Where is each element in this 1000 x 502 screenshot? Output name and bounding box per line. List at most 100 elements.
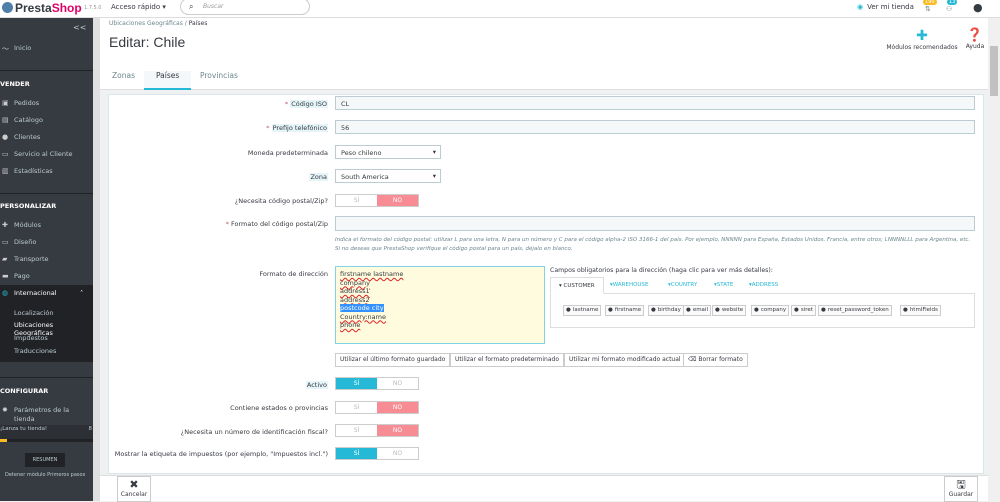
card-icon: ▬ [2,272,9,280]
field-button[interactable]: company [751,305,790,316]
field-tab-address[interactable]: ▾ADDRESS [749,282,779,288]
orders-badge: 190 [923,0,937,5]
tax-label-switch[interactable]: SÍ NO [335,447,419,460]
field-button[interactable]: htmlFields [900,305,941,316]
address-format-label: Formato de dirección [259,270,328,278]
view-store-link[interactable]: ◉ Ver mi tienda [857,3,914,11]
sidebar-item-shipping[interactable]: ▰ Transporte [2,255,49,263]
field-tab-customer[interactable]: ▾ CUSTOMER [550,277,604,294]
address-format-textarea[interactable]: firstname lastname company address1 addr… [335,266,545,344]
sidebar-item-service[interactable]: ▭ Servicio al Cliente [2,150,73,158]
sidebar-item-catalog[interactable]: ▤ Catálogo [2,116,43,124]
sub-item-localization[interactable]: Localización [14,309,54,317]
launch-progress-label: ¡Lanza tu tienda! 8 [0,425,93,439]
sidebar-item-home[interactable]: 〜 Inicio [2,44,32,53]
puzzle-icon: ✚ [916,28,928,44]
chart-icon: ▥ [2,167,9,175]
field-button[interactable]: reset_password_token [818,305,892,316]
form-footer: ✖ Cancelar 🖫 Guardar [100,475,988,502]
tax-label-label: Mostrar la etiqueta de impuestos (por ej… [114,450,328,458]
field-button[interactable]: siret [791,305,816,316]
search-input[interactable]: ⌕ Buscar [180,0,310,15]
stop-onboarding-link[interactable]: Detener módulo Primeros pasos [5,472,86,478]
chevron-up-icon: ˄ [80,289,84,297]
field-button[interactable]: birthday [648,305,684,316]
puzzle-icon: ✚ [2,221,8,229]
sidebar-item-international[interactable]: ◍ Internacional ˄ [2,289,84,297]
phone-prefix-input[interactable]: 56 [335,120,975,134]
eraser-icon: ⌫ [688,356,699,363]
help-button[interactable]: ❓ Ayuda [962,28,988,50]
required-fields-title: Campos obligatorios para la dirección (h… [550,267,773,274]
cart-icon: ▣ [2,99,9,107]
quick-access-dropdown[interactable]: Acceso rápido ▾ [111,3,166,11]
tax-id-label: ¿Necesita un número de identificación fi… [180,428,328,436]
need-zip-label: ¿Necesita código postal/Zip? [234,197,328,205]
zone-select[interactable]: South America [335,169,441,183]
collapse-icon[interactable]: << [73,23,87,32]
customers-badge: 13 [947,0,958,5]
tax-id-switch[interactable]: SÍ NO [335,424,419,437]
sub-item-taxes[interactable]: Impuestos [14,334,48,342]
desktop-icon: ▭ [2,238,9,246]
active-switch[interactable]: SÍ NO [335,377,419,390]
sidebar-item-stats[interactable]: ▥ Estadísticas [2,167,53,175]
sidebar-item-customers[interactable]: ● Clientes [2,133,41,141]
tab-states[interactable]: Provincias [200,71,238,80]
sidebar-item-modules[interactable]: ✚ Módulos [2,221,41,229]
section-customize: PERSONALIZAR [0,202,57,210]
page-title: Editar: Chile [109,34,186,50]
user-icon[interactable]: ● [973,1,983,14]
search-icon: ⌕ [189,2,194,11]
prefix-label: * Prefijo telefónico [266,124,328,132]
currency-label: Moneda predeterminada [247,149,328,157]
zip-format-input[interactable] [335,216,975,231]
orders-icon[interactable]: ⇅ [925,5,931,13]
sidebar-item-orders[interactable]: ▣ Pedidos [2,99,40,107]
customers-icon[interactable]: ⚇ [946,5,953,13]
field-tab-country[interactable]: ▾COUNTRY [668,282,698,288]
recommended-modules-button[interactable]: ✚ Módulos recomendados [884,28,960,51]
cancel-button[interactable]: ✖ Cancelar [117,476,151,502]
tab-zones[interactable]: Zonas [112,71,135,80]
truck-icon: ▰ [2,255,8,263]
save-button[interactable]: 🖫 Guardar [944,476,978,502]
field-button[interactable]: website [712,305,747,316]
field-button[interactable]: email [683,305,711,316]
save-icon: 🖫 [956,478,966,491]
prestashop-logo[interactable]: PrestaShop [2,1,82,15]
page-scrollbar[interactable] [988,18,1000,501]
top-bar: PrestaShop 1.7.5.0 Acceso rápido ▾ ⌕ Busc… [0,0,1000,18]
sidebar-scrollbar[interactable] [93,18,100,501]
sidebar-item-design[interactable]: ▭ Diseño [2,238,37,246]
clear-format-button[interactable]: ⌫ Borrar formato [683,353,748,367]
zone-label: Zona [309,173,328,181]
chat-icon: ▭ [2,150,9,158]
version: 1.7.5.0 [84,5,102,11]
field-button[interactable]: firstname [605,305,645,316]
trend-icon: 〜 [2,45,9,53]
sidebar-item-shop-params[interactable]: ✹ Parámetros de la tienda [2,406,70,423]
user-icon: ● [2,133,9,141]
use-default-format-button[interactable]: Utilizar el formato predeterminado [450,353,565,367]
close-icon: ✖ [129,478,139,491]
iso-code-input[interactable]: CL [335,96,975,110]
contains-states-switch[interactable]: SÍ NO [335,401,419,414]
field-tab-warehouse[interactable]: ▾WAREHOUSE [610,282,649,288]
need-zip-switch[interactable]: SÍ NO [335,194,419,207]
sidebar-item-payment[interactable]: ▬ Pago [2,272,30,280]
sub-item-translations[interactable]: Traducciones [14,347,57,355]
currency-select[interactable]: Peso chileno [335,145,441,159]
scrollbar-thumb[interactable] [990,46,998,96]
launch-progress-bar [0,439,93,442]
field-tab-state[interactable]: ▾STATE [714,282,734,288]
summary-button[interactable]: RESUMEN [25,453,65,467]
use-last-format-button[interactable]: Utilizar el último formato guardado [335,353,451,367]
sub-item-locations[interactable]: Ubicaciones Geográficas [14,321,54,337]
field-button[interactable]: lastname [563,305,602,316]
catalog-icon: ▤ [2,116,9,124]
tab-countries[interactable]: Países [144,71,192,90]
section-configure: CONFIGURAR [0,387,49,395]
zip-format-help: Indica el formato del código postal: uti… [335,237,971,252]
use-current-format-button[interactable]: Utilizar mi formato modificado actual [564,353,686,367]
